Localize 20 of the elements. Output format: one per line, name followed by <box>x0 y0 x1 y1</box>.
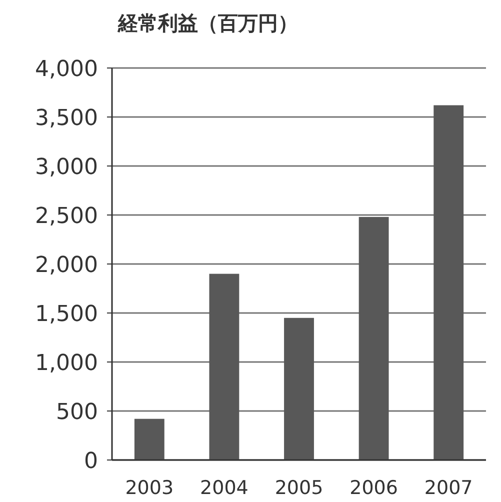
x-tick-label: 2007 <box>424 477 473 499</box>
chart-title: 経常利益（百万円） <box>117 11 298 35</box>
y-tick-label: 2,000 <box>35 253 98 278</box>
x-tick-label: 2004 <box>200 477 248 499</box>
bar <box>134 418 164 460</box>
bar <box>358 216 389 460</box>
y-tick-label: 500 <box>56 400 98 425</box>
y-tick-label: 0 <box>84 449 98 474</box>
x-tick-label: 2006 <box>350 477 398 499</box>
y-tick-label: 3,000 <box>35 155 98 180</box>
y-tick-label: 1,000 <box>35 351 98 376</box>
bar <box>284 318 314 460</box>
y-tick-label: 3,500 <box>35 106 98 131</box>
x-tick-label: 2003 <box>125 477 174 499</box>
bar <box>434 105 464 460</box>
bar <box>209 274 240 460</box>
x-tick-label: 2005 <box>274 477 324 499</box>
y-tick-label: 1,500 <box>35 302 98 327</box>
y-tick-label: 4,000 <box>35 57 98 82</box>
y-tick-label: 2,500 <box>35 204 98 229</box>
